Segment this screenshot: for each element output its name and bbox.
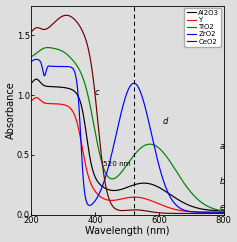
ZrO2 — [217, 211, 219, 214]
TiO2 — [118, 173, 121, 175]
Y — [217, 211, 219, 214]
Al2O3 — [222, 209, 225, 212]
ZrO2 — [35, 58, 38, 61]
ZrO2 — [217, 211, 219, 214]
ZrO2 — [30, 60, 33, 63]
CeO2 — [30, 30, 33, 33]
Legend: Al2O3, Y, TiO2, ZrO2, CeO2: Al2O3, Y, TiO2, ZrO2, CeO2 — [184, 8, 221, 47]
ZrO2 — [222, 211, 225, 214]
ZrO2 — [40, 62, 43, 65]
ZrO2 — [123, 98, 126, 100]
Text: d: d — [163, 117, 168, 126]
CeO2 — [40, 27, 43, 30]
TiO2 — [40, 48, 43, 51]
Y-axis label: Absorbance: Absorbance — [5, 81, 16, 139]
Y — [40, 100, 43, 103]
Al2O3 — [35, 78, 38, 81]
Line: ZrO2: ZrO2 — [32, 59, 223, 212]
TiO2 — [181, 180, 184, 183]
Line: CeO2: CeO2 — [32, 15, 223, 213]
ZrO2 — [118, 117, 121, 120]
CeO2 — [217, 212, 219, 215]
Y — [181, 209, 184, 212]
Al2O3 — [30, 82, 33, 84]
Line: Al2O3: Al2O3 — [32, 79, 223, 211]
CeO2 — [181, 212, 184, 215]
Y — [35, 96, 38, 99]
TiO2 — [222, 210, 225, 212]
Y — [217, 211, 219, 214]
Al2O3 — [181, 201, 184, 204]
Text: e: e — [219, 203, 224, 212]
TiO2 — [46, 46, 49, 49]
TiO2 — [123, 166, 126, 169]
Y — [118, 198, 121, 201]
Y — [222, 211, 225, 214]
TiO2 — [30, 55, 33, 58]
X-axis label: Wavelength (nm): Wavelength (nm) — [85, 227, 170, 236]
CeO2 — [217, 212, 219, 215]
Line: TiO2: TiO2 — [32, 47, 223, 211]
CeO2 — [118, 209, 121, 212]
Al2O3 — [123, 187, 126, 190]
TiO2 — [217, 208, 219, 211]
TiO2 — [217, 209, 219, 212]
CeO2 — [65, 14, 68, 17]
CeO2 — [123, 209, 126, 212]
Text: 520 nm: 520 nm — [103, 161, 131, 167]
Al2O3 — [40, 82, 43, 85]
Text: a: a — [219, 142, 224, 151]
Y — [123, 197, 126, 200]
Al2O3 — [217, 209, 219, 212]
Text: c: c — [95, 88, 99, 97]
CeO2 — [222, 212, 225, 215]
Al2O3 — [217, 209, 219, 212]
Y — [30, 99, 33, 102]
Al2O3 — [118, 188, 121, 191]
ZrO2 — [181, 208, 184, 211]
Line: Y: Y — [32, 98, 223, 212]
Text: b: b — [219, 177, 225, 186]
